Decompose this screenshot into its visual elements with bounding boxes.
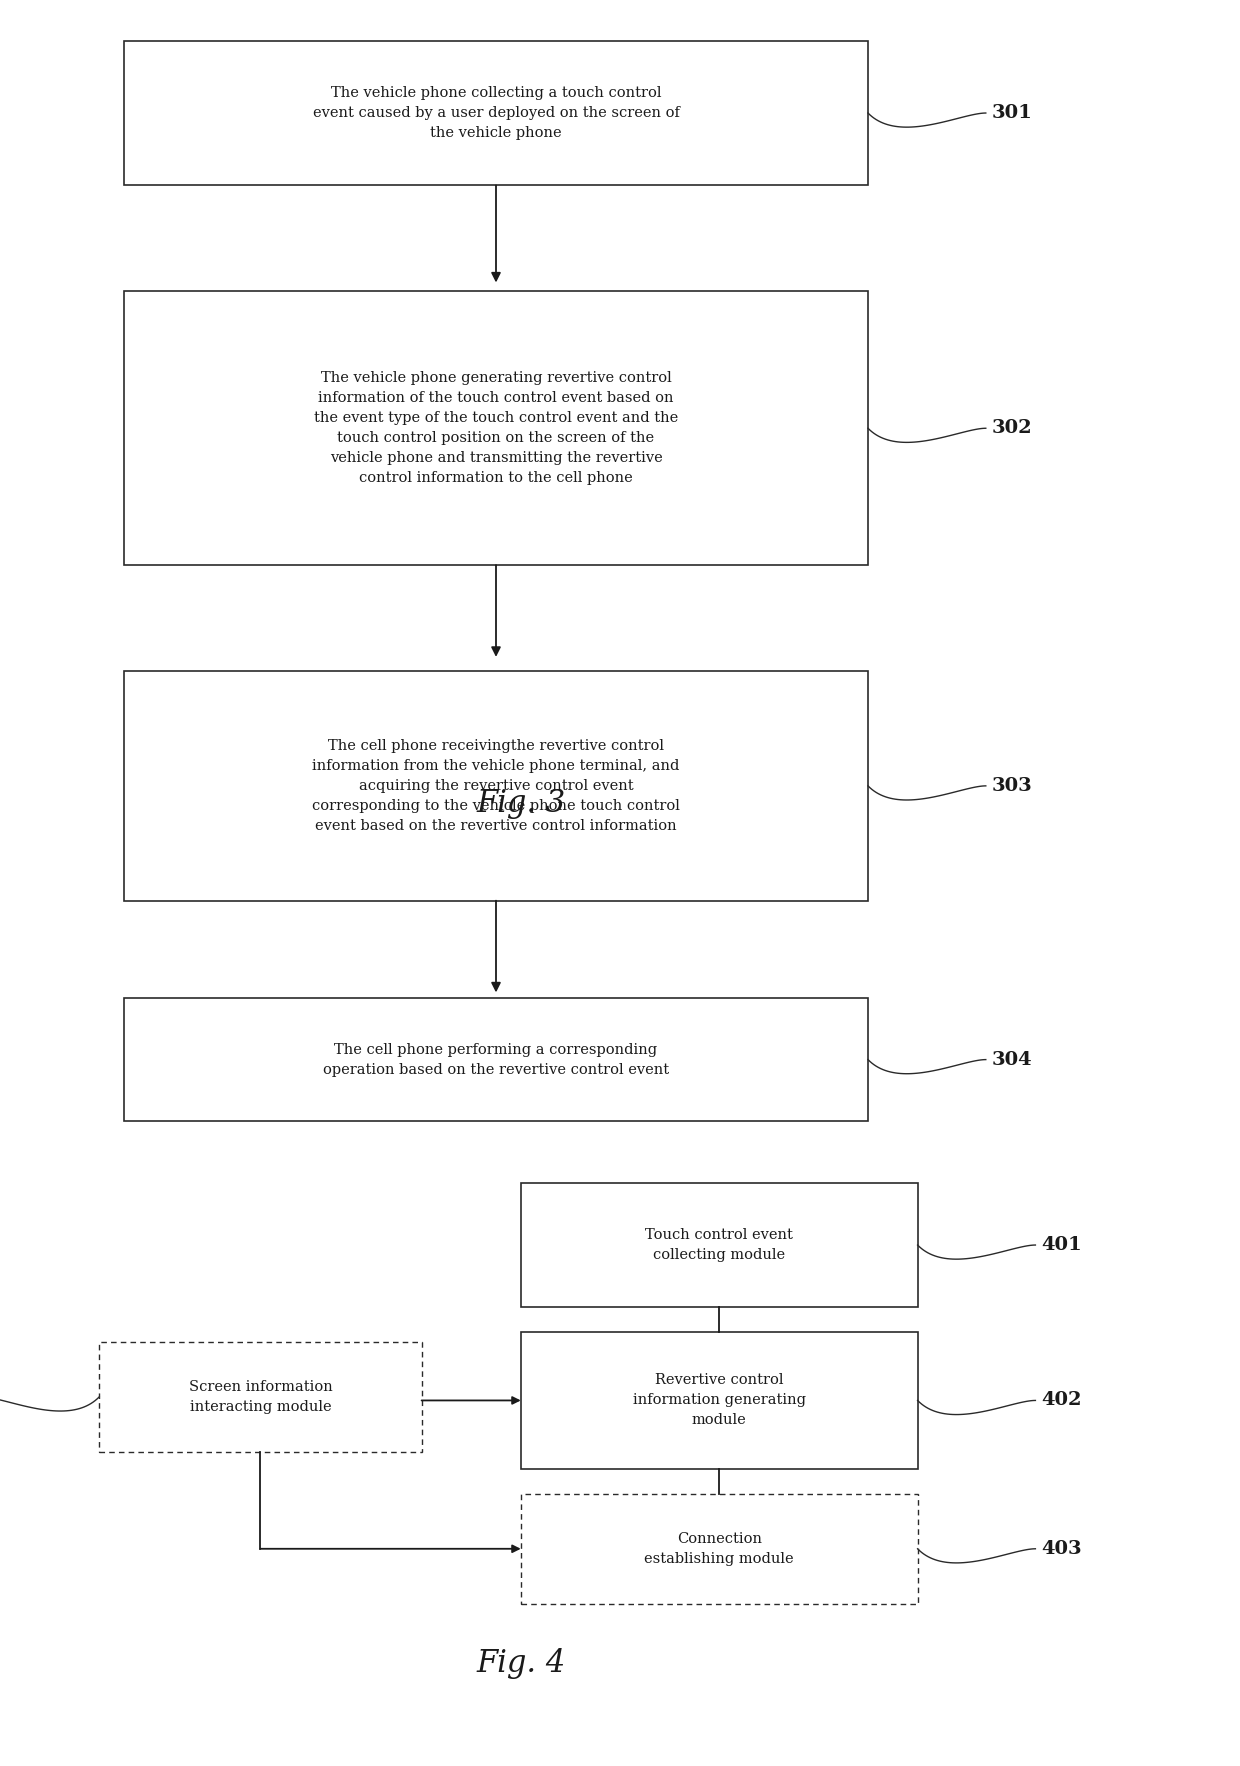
Bar bbox=[99, 1342, 422, 1452]
Text: Touch control event
collecting module: Touch control event collecting module bbox=[645, 1227, 794, 1263]
Text: 402: 402 bbox=[1042, 1392, 1083, 1409]
Bar bbox=[521, 1183, 918, 1307]
Text: The vehicle phone collecting a touch control
event caused by a user deployed on : The vehicle phone collecting a touch con… bbox=[312, 87, 680, 140]
Text: 303: 303 bbox=[992, 777, 1033, 795]
Text: Connection
establishing module: Connection establishing module bbox=[645, 1531, 794, 1566]
Text: 401: 401 bbox=[1042, 1236, 1083, 1254]
Text: Fig. 4: Fig. 4 bbox=[476, 1648, 565, 1679]
Text: The vehicle phone generating revertive control
information of the touch control : The vehicle phone generating revertive c… bbox=[314, 371, 678, 486]
Bar bbox=[124, 998, 868, 1121]
Text: 302: 302 bbox=[992, 419, 1033, 438]
Text: Revertive control
information generating
module: Revertive control information generating… bbox=[632, 1374, 806, 1427]
Text: 403: 403 bbox=[1042, 1540, 1083, 1558]
Text: 304: 304 bbox=[992, 1051, 1033, 1068]
Text: The cell phone receivingthe revertive control
information from the vehicle phone: The cell phone receivingthe revertive co… bbox=[312, 738, 680, 834]
Text: Screen information
interacting module: Screen information interacting module bbox=[188, 1379, 332, 1415]
Bar bbox=[124, 291, 868, 565]
Bar bbox=[521, 1494, 918, 1604]
Text: The cell phone performing a corresponding
operation based on the revertive contr: The cell phone performing a correspondin… bbox=[322, 1042, 670, 1077]
Text: Fig. 3: Fig. 3 bbox=[476, 788, 565, 819]
Text: 301: 301 bbox=[992, 104, 1033, 122]
Bar bbox=[124, 671, 868, 901]
Bar bbox=[521, 1332, 918, 1469]
Bar bbox=[124, 41, 868, 185]
